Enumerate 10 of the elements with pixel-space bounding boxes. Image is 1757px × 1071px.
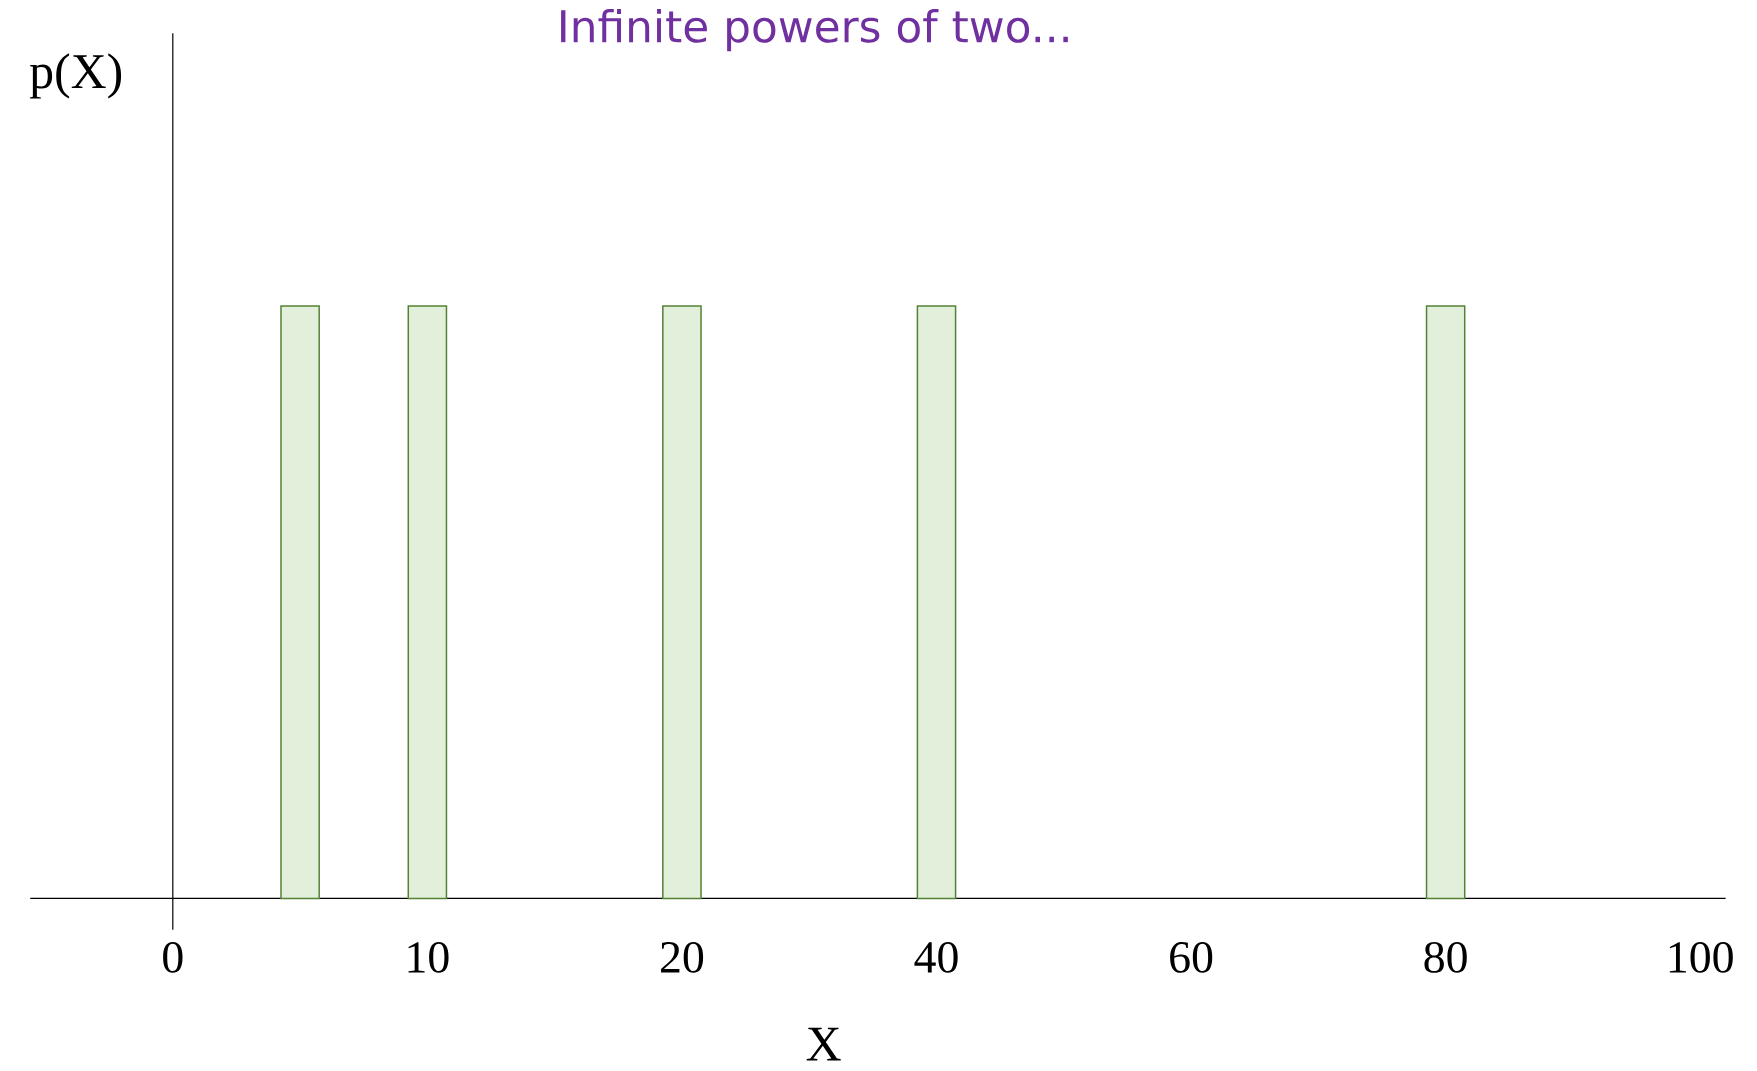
x-tick-label: 0 (163, 941, 183, 973)
x-tick-label: 20 (661, 941, 704, 973)
chart-title: Infinite powers of two... (561, 8, 1068, 52)
x-axis-title: X (806, 1027, 841, 1061)
x-tick-label: 80 (1424, 941, 1467, 973)
x-tick-label: 10 (408, 941, 449, 973)
x-tick-label: 100 (1669, 941, 1733, 973)
y-axis-title: p(X) (29, 53, 122, 99)
x-tick-label: 40 (914, 941, 958, 973)
x-tick-label: 60 (1170, 941, 1213, 973)
